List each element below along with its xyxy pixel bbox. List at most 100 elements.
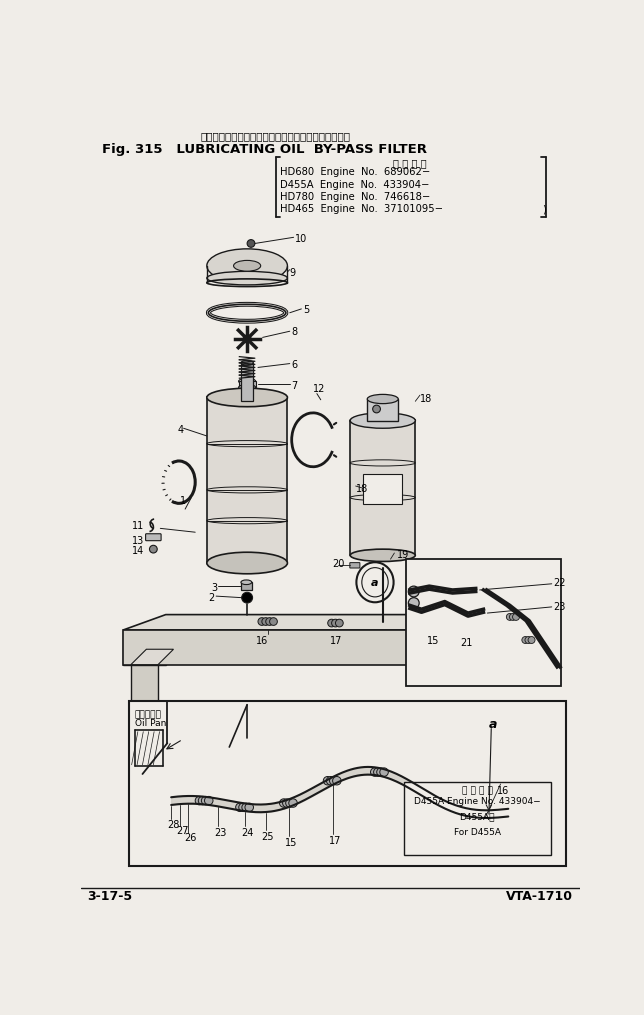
Text: 26: 26 bbox=[184, 833, 196, 843]
Text: 4: 4 bbox=[177, 425, 184, 435]
Circle shape bbox=[528, 636, 535, 644]
Circle shape bbox=[205, 797, 213, 805]
FancyBboxPatch shape bbox=[129, 700, 567, 867]
FancyBboxPatch shape bbox=[363, 474, 402, 503]
Text: 24: 24 bbox=[242, 828, 254, 838]
Ellipse shape bbox=[367, 395, 398, 404]
Circle shape bbox=[198, 797, 207, 805]
Text: 16: 16 bbox=[497, 786, 509, 796]
Circle shape bbox=[373, 405, 381, 413]
Text: 2: 2 bbox=[209, 593, 214, 603]
Circle shape bbox=[513, 613, 520, 620]
Text: 20: 20 bbox=[332, 559, 345, 569]
Text: 15: 15 bbox=[285, 838, 298, 848]
Text: 23: 23 bbox=[214, 828, 227, 838]
Circle shape bbox=[195, 797, 204, 805]
Text: 28: 28 bbox=[167, 820, 180, 830]
Text: D455A  Engine  No.  433904−: D455A Engine No. 433904− bbox=[280, 180, 430, 190]
FancyBboxPatch shape bbox=[238, 382, 256, 388]
FancyBboxPatch shape bbox=[207, 398, 287, 563]
Circle shape bbox=[243, 335, 251, 343]
Ellipse shape bbox=[238, 385, 256, 391]
Circle shape bbox=[236, 803, 244, 812]
Polygon shape bbox=[123, 630, 472, 665]
Circle shape bbox=[374, 768, 382, 776]
Ellipse shape bbox=[241, 580, 252, 585]
Circle shape bbox=[522, 636, 529, 644]
Ellipse shape bbox=[234, 261, 261, 271]
Circle shape bbox=[247, 240, 255, 248]
Text: 7: 7 bbox=[291, 382, 298, 392]
Circle shape bbox=[327, 776, 335, 785]
Circle shape bbox=[408, 598, 419, 608]
Polygon shape bbox=[123, 615, 499, 630]
Circle shape bbox=[266, 618, 274, 625]
Circle shape bbox=[239, 803, 247, 812]
Text: a: a bbox=[489, 718, 497, 731]
FancyBboxPatch shape bbox=[350, 562, 360, 568]
Ellipse shape bbox=[207, 388, 287, 407]
Polygon shape bbox=[123, 630, 166, 665]
Circle shape bbox=[525, 636, 532, 644]
FancyBboxPatch shape bbox=[241, 583, 252, 590]
Text: 18: 18 bbox=[355, 484, 368, 493]
Text: Oil Pan: Oil Pan bbox=[135, 720, 166, 729]
Text: 27: 27 bbox=[176, 826, 189, 836]
FancyBboxPatch shape bbox=[241, 362, 253, 401]
Text: 18: 18 bbox=[420, 394, 432, 404]
Text: Fig. 315   LUBRICATING OIL  BY-PASS FILTER: Fig. 315 LUBRICATING OIL BY-PASS FILTER bbox=[102, 142, 427, 155]
Text: 適 用 号 機: 適 用 号 機 bbox=[462, 787, 493, 796]
Circle shape bbox=[270, 618, 278, 625]
FancyBboxPatch shape bbox=[146, 534, 161, 541]
Text: HD780  Engine  No.  746618−: HD780 Engine No. 746618− bbox=[280, 192, 431, 202]
FancyBboxPatch shape bbox=[350, 420, 415, 555]
Text: 12: 12 bbox=[313, 384, 325, 394]
Circle shape bbox=[279, 799, 288, 807]
FancyBboxPatch shape bbox=[367, 399, 398, 420]
Circle shape bbox=[258, 618, 266, 625]
Text: 5: 5 bbox=[303, 306, 309, 315]
Text: ルーブリケーティング　オイル　バイパス　フィルタ: ルーブリケーティング オイル バイパス フィルタ bbox=[201, 131, 350, 141]
Text: 19: 19 bbox=[397, 550, 409, 560]
Text: HD680  Engine  No.  689062−: HD680 Engine No. 689062− bbox=[280, 167, 431, 178]
Circle shape bbox=[506, 613, 513, 620]
Circle shape bbox=[202, 797, 210, 805]
Ellipse shape bbox=[350, 549, 415, 561]
Ellipse shape bbox=[241, 360, 253, 365]
Text: 6: 6 bbox=[291, 359, 298, 369]
FancyBboxPatch shape bbox=[406, 559, 561, 686]
Text: For D455A: For D455A bbox=[454, 828, 501, 837]
Text: 3: 3 bbox=[211, 583, 218, 593]
Text: D455A Engine No. 433904−: D455A Engine No. 433904− bbox=[414, 797, 540, 806]
Text: D455A用: D455A用 bbox=[460, 812, 495, 821]
Circle shape bbox=[289, 799, 298, 807]
Text: 13: 13 bbox=[133, 536, 145, 546]
Circle shape bbox=[149, 545, 157, 553]
Circle shape bbox=[509, 613, 516, 620]
Circle shape bbox=[242, 593, 252, 603]
Text: 14: 14 bbox=[133, 546, 145, 556]
Circle shape bbox=[328, 619, 336, 627]
Text: 1: 1 bbox=[180, 496, 186, 506]
Ellipse shape bbox=[207, 552, 287, 573]
Circle shape bbox=[336, 619, 343, 627]
Text: 3-17-5: 3-17-5 bbox=[87, 890, 132, 903]
Text: 15: 15 bbox=[427, 636, 439, 647]
Ellipse shape bbox=[207, 249, 287, 283]
Circle shape bbox=[332, 776, 341, 785]
Circle shape bbox=[332, 619, 339, 627]
Circle shape bbox=[408, 586, 419, 597]
FancyBboxPatch shape bbox=[404, 782, 551, 855]
Ellipse shape bbox=[238, 379, 256, 385]
Circle shape bbox=[283, 799, 291, 807]
Text: 適 用 号 機: 適 用 号 機 bbox=[393, 158, 427, 168]
Ellipse shape bbox=[350, 413, 415, 428]
Text: 17: 17 bbox=[330, 636, 343, 647]
Ellipse shape bbox=[350, 415, 415, 426]
Text: 10: 10 bbox=[295, 234, 307, 245]
Circle shape bbox=[262, 618, 270, 625]
Polygon shape bbox=[131, 665, 158, 738]
Text: オイルパン: オイルパン bbox=[135, 710, 162, 719]
Circle shape bbox=[330, 776, 338, 785]
Circle shape bbox=[242, 803, 251, 812]
